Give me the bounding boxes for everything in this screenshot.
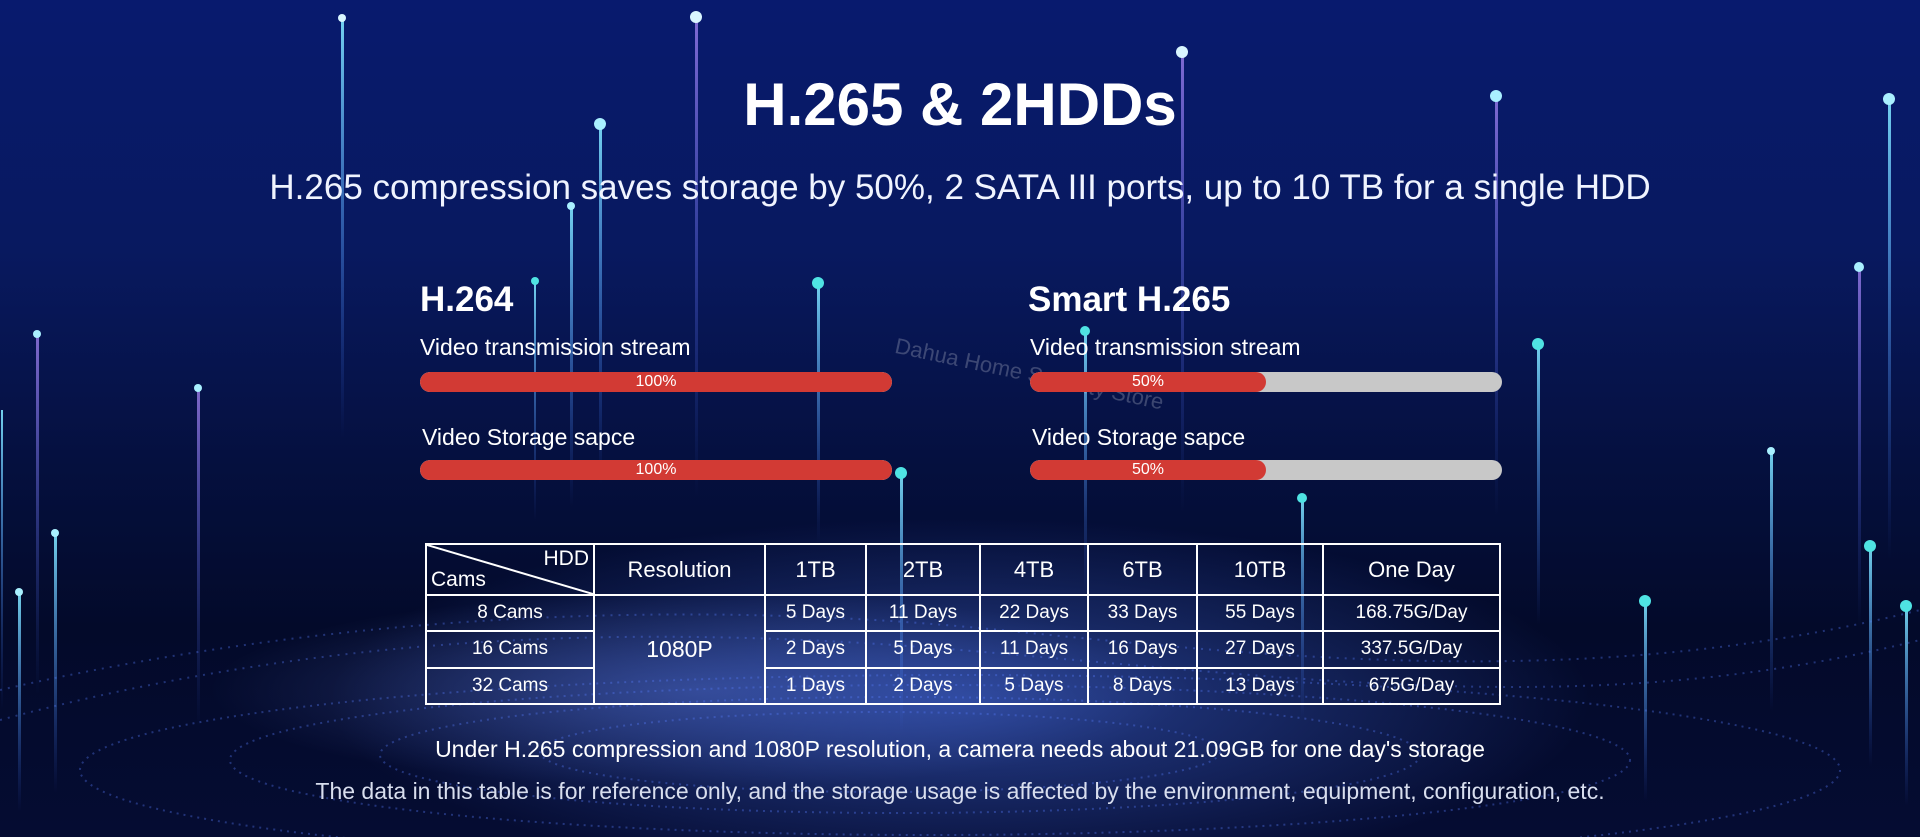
- h265-panel: Smart H.265: [1028, 280, 1500, 320]
- corner-header-cell: HDD Cams: [425, 543, 595, 596]
- table-row: 8 Cams 1080P 5 Days 11 Days 22 Days 33 D…: [425, 593, 1501, 705]
- table-cell: 5 Days: [865, 630, 981, 669]
- header-cell: 4TB: [979, 543, 1089, 596]
- h265-storage-label: Video Storage sapce: [1032, 424, 1246, 450]
- table-cell: 168.75G/Day: [1322, 593, 1501, 633]
- table-cell: 5 Days: [764, 593, 867, 633]
- header-cell: 1TB: [764, 543, 867, 596]
- disclaimer-note: The data in this table is for reference …: [315, 778, 1605, 804]
- resolution-cell: 1080P: [593, 594, 766, 705]
- h265-stream-percent: 50%: [1131, 373, 1165, 390]
- table-cell: 55 Days: [1196, 593, 1324, 633]
- h265-storage-bar: 50%: [1030, 460, 1502, 480]
- table-cell: 11 Days: [979, 630, 1089, 669]
- h265-storage-bar-fill: [1030, 460, 1266, 480]
- h264-panel: H.264: [420, 280, 892, 320]
- header-cell: 6TB: [1087, 543, 1198, 596]
- h265-storage-percent: 50%: [1131, 461, 1165, 478]
- table-cell: 22 Days: [979, 593, 1089, 633]
- table-row: 16 Cams 2 Days 5 Days 11 Days 16 Days 27…: [425, 630, 1501, 669]
- table-cell: 337.5G/Day: [1322, 630, 1501, 669]
- diagonal-divider: [427, 545, 593, 594]
- cams-cell: 16 Cams: [425, 630, 595, 669]
- table-header-row: HDD Cams Resolution 1TB 2TB 4TB 6TB 10TB…: [425, 543, 1501, 596]
- table-cell: 2 Days: [764, 630, 867, 669]
- h264-storage-bar-fill: [420, 460, 892, 480]
- table-cell: 675G/Day: [1322, 666, 1501, 706]
- h264-codec-title: H.264: [420, 280, 514, 319]
- header-cell: Resolution: [593, 543, 766, 596]
- h264-stream-bar: 100%: [420, 372, 892, 392]
- h265-stream-label: Video transmission stream: [1030, 334, 1301, 360]
- header-cell: One Day: [1322, 543, 1501, 596]
- h265-stream-bar: 50%: [1030, 372, 1502, 392]
- table-cell: 27 Days: [1196, 630, 1324, 669]
- page-subtitle: H.265 compression saves storage by 50%, …: [269, 168, 1651, 207]
- cams-cell: 32 Cams: [425, 666, 595, 706]
- corner-cams-label: Cams: [431, 568, 486, 591]
- h264-stream-percent: 100%: [635, 373, 677, 390]
- h264-stream-label: Video transmission stream: [420, 334, 691, 360]
- table-cell: 1 Days: [764, 666, 867, 706]
- header-cell: 2TB: [865, 543, 981, 596]
- h265-stream-bar-fill: [1030, 372, 1266, 392]
- h264-storage-bar: 100%: [420, 460, 892, 480]
- table-cell: 16 Days: [1087, 630, 1198, 669]
- h264-stream-bar-fill: [420, 372, 892, 392]
- header-cell: 10TB: [1196, 543, 1324, 596]
- beam-lines: [1, 11, 1912, 812]
- storage-table: HDD Cams Resolution 1TB 2TB 4TB 6TB 10TB…: [425, 543, 1501, 706]
- storage-summary-note: Under H.265 compression and 1080P resolu…: [435, 736, 1485, 762]
- table-row: 32 Cams 1 Days 2 Days 5 Days 8 Days 13 D…: [425, 666, 1501, 706]
- table-cell: 11 Days: [865, 593, 981, 633]
- h265-codec-title: Smart H.265: [1028, 280, 1231, 319]
- corner-hdd-label: HDD: [543, 547, 590, 570]
- table-cell: 13 Days: [1196, 666, 1324, 706]
- table-cell: 8 Days: [1087, 666, 1198, 706]
- h264-storage-percent: 100%: [635, 461, 677, 478]
- h264-storage-label: Video Storage sapce: [422, 424, 636, 450]
- table-cell: 2 Days: [865, 666, 981, 706]
- cams-cell: 8 Cams: [425, 593, 595, 633]
- table-cell: 5 Days: [979, 666, 1089, 706]
- page-title: H.265 & 2HDDs: [743, 71, 1177, 138]
- table-cell: 33 Days: [1087, 593, 1198, 633]
